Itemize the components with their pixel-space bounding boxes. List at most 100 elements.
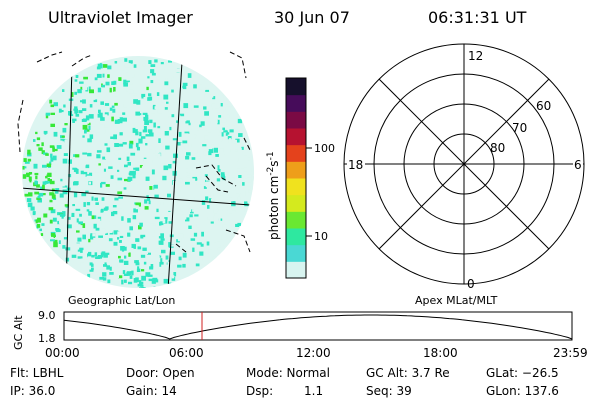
disk-pixel	[100, 175, 104, 178]
disk-pixel	[248, 146, 254, 150]
disk-pixel	[221, 132, 224, 137]
disk-pixel	[91, 215, 95, 220]
disk-pixel	[162, 218, 166, 224]
disk-pixel	[146, 197, 151, 201]
disk-pixel	[165, 77, 169, 83]
disk-pixel	[199, 237, 203, 241]
disk-pixel	[117, 191, 123, 195]
disk-pixel	[160, 233, 164, 239]
disk-pixel	[165, 148, 169, 153]
disk-pixel	[53, 197, 57, 200]
disk-pixel	[113, 241, 118, 246]
disk-pixel	[101, 208, 104, 213]
disk-pixel	[108, 238, 113, 242]
disk-pixel	[222, 224, 227, 230]
disk-pixel	[157, 153, 161, 158]
disk-pixel	[212, 164, 216, 168]
disk-pixel	[217, 165, 220, 171]
disk-pixel	[177, 146, 181, 151]
disk-pixel	[222, 127, 227, 130]
disk-pixel	[131, 243, 135, 248]
disk-pixel	[159, 261, 164, 267]
disk-pixel	[41, 142, 44, 147]
disk-pixel	[80, 170, 84, 175]
disk-pixel	[97, 255, 102, 259]
disk-pixel	[123, 260, 129, 265]
disk-pixel	[97, 218, 101, 224]
disk-pixel	[148, 93, 152, 97]
disk-pixel	[195, 204, 200, 209]
mlt-label-12: 12	[468, 49, 483, 63]
disk-pixel	[154, 159, 159, 163]
disk-pixel	[169, 244, 174, 247]
disk-pixel	[85, 164, 90, 169]
disk-pixel	[110, 136, 114, 139]
disk-pixel	[170, 251, 175, 255]
disk-pixel	[39, 228, 42, 232]
disk-pixel	[66, 92, 72, 97]
disk-pixel	[37, 198, 42, 203]
disk-pixel	[208, 148, 214, 154]
disk-pixel	[117, 177, 123, 181]
disk-pixel	[108, 230, 113, 233]
disk-pixel	[150, 113, 156, 116]
disk-pixel	[68, 174, 72, 178]
disk-pixel	[148, 280, 152, 286]
disk-pixel	[247, 185, 251, 190]
disk-pixel	[203, 92, 206, 95]
disk-pixel	[128, 63, 133, 68]
disk-pixel	[104, 112, 109, 116]
disk-pixel	[251, 176, 254, 180]
disk-pixel	[61, 216, 64, 219]
disk-pixel	[222, 248, 226, 253]
altitude-y-label: GC Alt	[12, 315, 25, 350]
disk-pixel	[203, 150, 208, 156]
disk-pixel	[151, 229, 155, 234]
disk-pixel	[130, 211, 134, 216]
disk-pixel	[207, 205, 210, 209]
disk-pixel	[171, 63, 175, 67]
disk-pixel	[78, 110, 83, 114]
disk-pixel	[103, 215, 108, 219]
disk-pixel	[75, 75, 79, 78]
disk-pixel	[210, 107, 213, 110]
disk-pixel	[86, 202, 91, 206]
disk-pixel	[137, 266, 140, 271]
disk-pixel	[192, 209, 195, 212]
disk-pixel	[61, 135, 65, 138]
disk-pixel	[224, 191, 227, 195]
disk-pixel	[214, 119, 218, 124]
disk-pixel	[36, 197, 41, 200]
colorbar-cell	[286, 261, 306, 279]
disk-pixel	[121, 70, 125, 75]
disk-pixel	[62, 189, 68, 195]
disk-pixel	[240, 122, 245, 128]
disk-pixel	[52, 155, 57, 161]
disk-pixel	[154, 216, 160, 220]
disk-pixel	[129, 170, 134, 176]
disk-pixel	[188, 245, 194, 248]
disk-pixel	[186, 175, 191, 178]
disk-pixel	[132, 173, 136, 179]
disk-pixel	[177, 142, 183, 146]
disk-pixel	[222, 153, 225, 156]
disk-pixel	[58, 244, 63, 247]
disk-pixel	[33, 139, 36, 142]
dsp-value: 1.1	[304, 384, 324, 398]
disk-pixel	[107, 279, 111, 284]
disk-pixel	[121, 216, 124, 221]
disk-pixel	[88, 125, 91, 130]
disk-pixel	[77, 89, 82, 94]
disk-pixel	[167, 177, 172, 181]
disk-pixel	[124, 150, 129, 155]
disk-pixel	[24, 166, 27, 169]
disk-pixel	[94, 252, 98, 256]
disk-pixel	[231, 177, 235, 180]
disk-pixel	[42, 184, 45, 190]
disk-pixel	[143, 273, 146, 276]
disk-pixel	[77, 225, 83, 230]
disk-pixel	[118, 196, 123, 199]
disk-pixel	[168, 60, 172, 63]
disk-pixel	[124, 127, 129, 130]
disk-pixel	[244, 201, 249, 207]
